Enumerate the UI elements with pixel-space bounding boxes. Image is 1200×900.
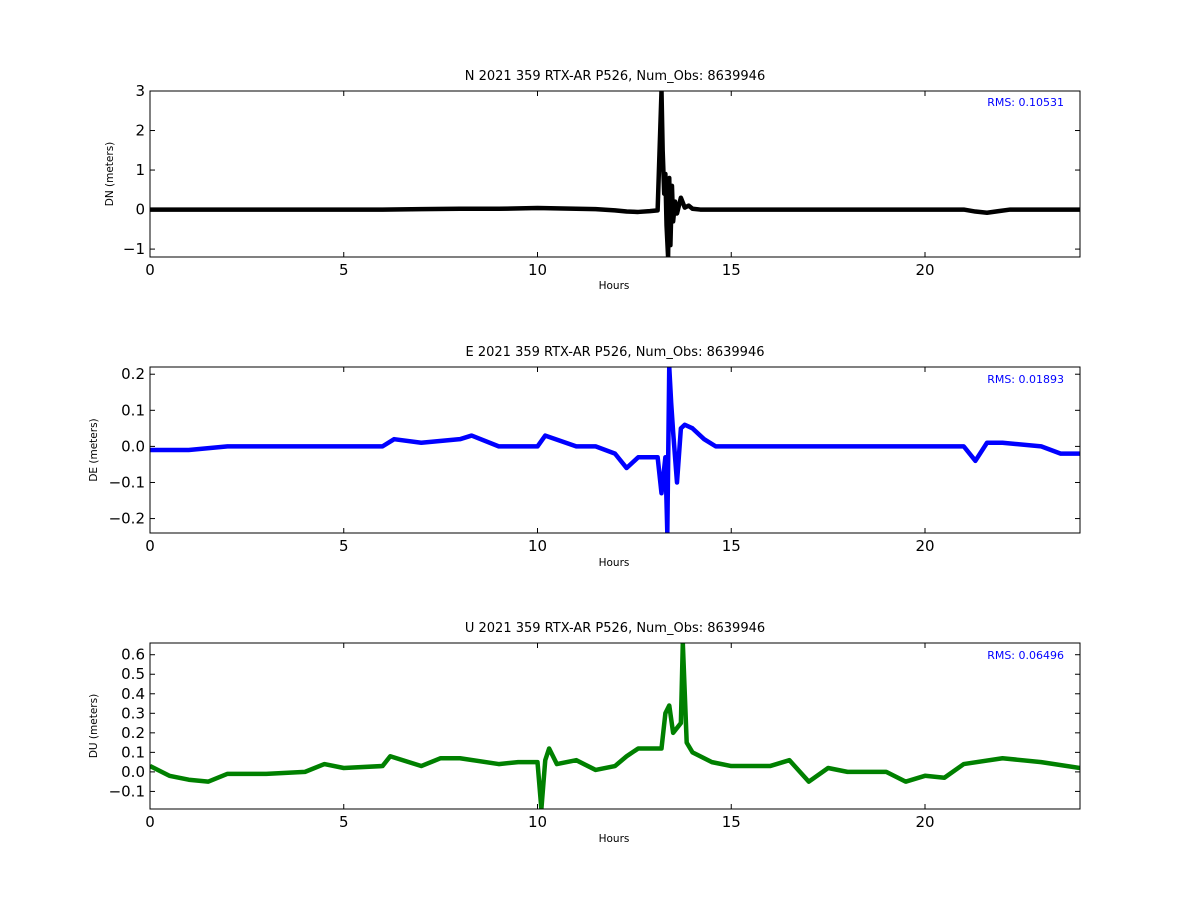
y-tick-label-north: 0 [135, 201, 145, 219]
x-tick-label-east: 5 [339, 537, 349, 555]
x-tick-label-up: 10 [528, 813, 547, 831]
x-tick-label-up: 0 [145, 813, 155, 831]
x-tick-label-east: 10 [528, 537, 547, 555]
x-axis-label-north: Hours [599, 280, 630, 292]
axes-frame-up [149, 642, 1081, 810]
rms-annotation-up: RMS: 0.06496 [987, 649, 1064, 662]
y-tick-label-north: 2 [135, 122, 145, 140]
y-tick-label-up: 0.4 [121, 685, 145, 703]
y-axis-label-east: DE (meters) [88, 418, 100, 481]
chart-title-north: N 2021 359 RTX-AR P526, Num_Obs: 8639946 [465, 69, 765, 84]
y-tick-label-east: 0.2 [121, 365, 145, 383]
x-tick-label-up: 20 [915, 813, 934, 831]
rms-annotation-east: RMS: 0.01893 [987, 373, 1064, 386]
x-tick-label-east: 15 [722, 537, 741, 555]
panel-up: U 2021 359 RTX-AR P526, Num_Obs: 8639946… [88, 621, 1081, 845]
x-tick-label-north: 10 [528, 261, 547, 279]
x-tick-label-north: 5 [339, 261, 349, 279]
x-tick-label-up: 5 [339, 813, 349, 831]
y-tick-label-up: 0.2 [121, 724, 145, 742]
y-tick-label-north: 1 [135, 161, 145, 179]
data-line-north [150, 91, 1080, 257]
y-tick-label-up: −0.1 [109, 782, 145, 800]
y-tick-label-north: −1 [123, 240, 145, 258]
x-axis-label-east: Hours [599, 557, 630, 569]
axes-frame-east [149, 366, 1081, 534]
chart-title-east: E 2021 359 RTX-AR P526, Num_Obs: 8639946 [466, 345, 765, 360]
y-tick-label-up: 0.0 [121, 763, 145, 781]
data-line-up [150, 643, 1080, 809]
x-tick-label-north: 20 [915, 261, 934, 279]
y-tick-label-east: −0.1 [109, 473, 145, 491]
y-tick-label-east: 0.1 [121, 401, 145, 419]
chart-title-up: U 2021 359 RTX-AR P526, Num_Obs: 8639946 [465, 621, 765, 636]
x-tick-label-north: 15 [722, 261, 741, 279]
x-tick-label-north: 0 [145, 261, 155, 279]
y-axis-label-up: DU (meters) [88, 694, 100, 758]
rms-annotation-north: RMS: 0.10531 [987, 96, 1064, 109]
y-tick-label-up: 0.6 [121, 646, 145, 664]
x-tick-label-up: 15 [722, 813, 741, 831]
y-tick-label-east: −0.2 [109, 510, 145, 528]
y-tick-label-east: 0.0 [121, 437, 145, 455]
y-tick-label-north: 3 [135, 82, 145, 100]
panel-north: N 2021 359 RTX-AR P526, Num_Obs: 8639946… [104, 69, 1081, 292]
x-tick-label-east: 20 [915, 537, 934, 555]
x-axis-label-up: Hours [599, 833, 630, 845]
panel-east: E 2021 359 RTX-AR P526, Num_Obs: 8639946… [88, 345, 1081, 569]
axes-frame-north [149, 90, 1081, 258]
y-tick-label-up: 0.1 [121, 743, 145, 761]
x-tick-label-east: 0 [145, 537, 155, 555]
y-tick-label-up: 0.3 [121, 704, 145, 722]
data-line-east [150, 367, 1080, 533]
y-axis-label-north: DN (meters) [104, 142, 116, 207]
y-tick-label-up: 0.5 [121, 665, 145, 683]
